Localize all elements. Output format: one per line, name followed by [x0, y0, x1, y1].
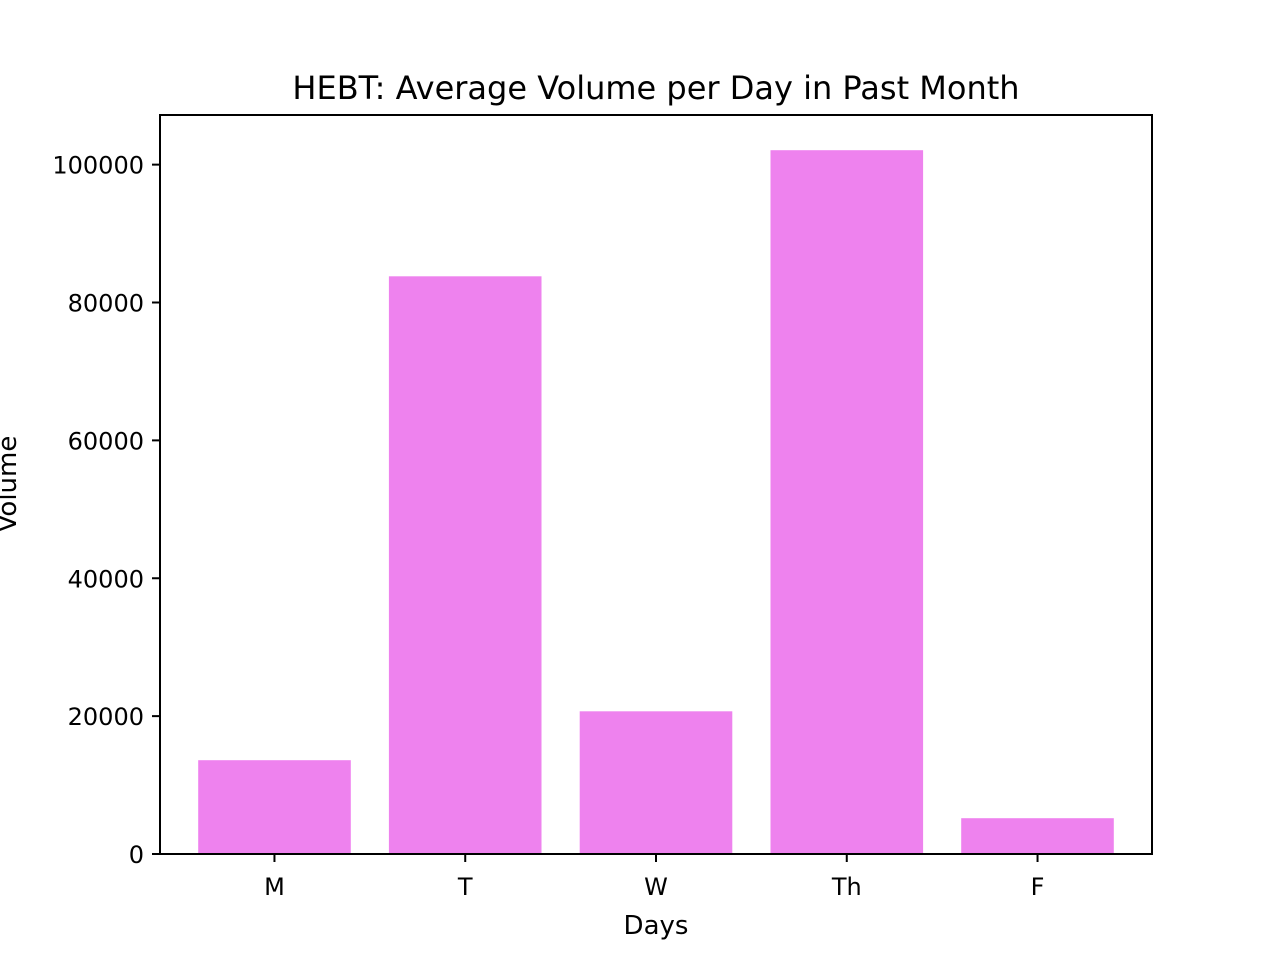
- x-tick-label: Th: [831, 873, 862, 901]
- x-tick-label: M: [264, 873, 285, 901]
- bar-f: [961, 818, 1114, 854]
- y-axis-label: Volume: [0, 436, 23, 533]
- bar-m: [198, 760, 351, 854]
- y-tick-label: 20000: [68, 703, 144, 731]
- y-tick-label: 40000: [68, 565, 144, 593]
- y-axis-ticks: 0 20000 40000 60000 80000 100000: [52, 152, 160, 869]
- x-axis-label: Days: [624, 911, 689, 941]
- y-tick-label: 0: [129, 841, 144, 869]
- chart-title: HEBT: Average Volume per Day in Past Mon…: [292, 69, 1019, 107]
- y-tick-label: 80000: [68, 290, 144, 318]
- bar-w: [579, 711, 733, 854]
- x-tick-label: F: [1031, 873, 1045, 901]
- bar-th: [770, 150, 924, 854]
- bars-group: [198, 150, 1114, 854]
- y-tick-label: 100000: [52, 152, 144, 180]
- x-tick-label: T: [457, 873, 473, 901]
- bar-t: [388, 276, 542, 854]
- x-tick-label: W: [644, 873, 668, 901]
- x-axis-ticks: M T W Th F: [264, 854, 1044, 901]
- y-tick-label: 60000: [68, 427, 144, 455]
